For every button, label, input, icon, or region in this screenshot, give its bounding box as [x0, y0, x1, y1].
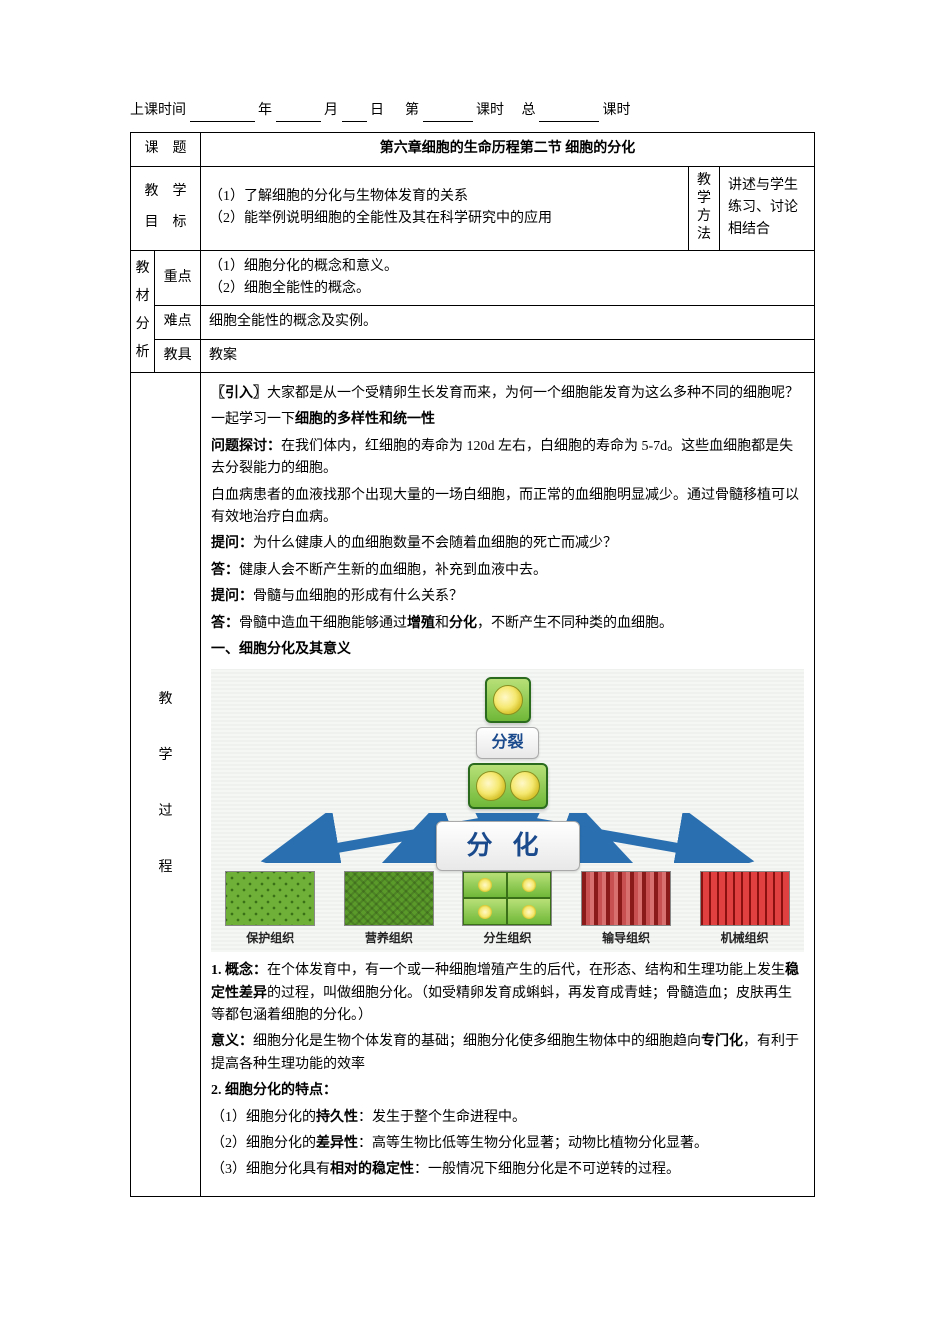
- ml3: 学: [697, 191, 711, 206]
- method-label: 教 学 方 法: [689, 166, 720, 250]
- ml2: 方: [697, 209, 711, 224]
- ans1: 健康人会不断产生新的血细胞，补充到血液中去。: [239, 563, 547, 578]
- goal-label-1: 教 学: [145, 184, 187, 199]
- tool-label: 教具: [155, 339, 201, 372]
- label-total-prefix: 总: [522, 103, 536, 118]
- intro-label: 〖引入〗: [211, 386, 267, 401]
- method-content: 讲述与学生练习、讨论相结合: [720, 166, 815, 250]
- label-month: 月: [324, 103, 338, 118]
- tissue-conduct: 输导组织: [571, 871, 681, 948]
- ask1: 为什么健康人的血细胞数量不会随着血细胞的死亡而减少？: [253, 536, 617, 551]
- tissue-label-2: 分生组织: [483, 929, 531, 948]
- feat2-pre: （2）细胞分化的: [211, 1136, 316, 1151]
- material-label: 教材分析: [131, 250, 155, 373]
- feat2-post: ：高等生物比低等生物分化显著；动物比植物分化显著。: [358, 1136, 708, 1151]
- focus-1: （1）细胞分化的概念和意义。: [209, 259, 398, 274]
- concept-1: 在个体发育中，有一个或一种细胞增殖产生的后代，在形态、结构和生理功能上发生: [267, 963, 785, 978]
- concept-label: 1. 概念：: [211, 963, 267, 978]
- tissue-meristem: 分生组织: [452, 871, 562, 948]
- q-text-1: 在我们体内，红细胞的寿命为 120d 左右，白细胞的寿命为 5-7d。这些血细胞…: [211, 439, 793, 476]
- label-period-prefix: 第: [405, 103, 419, 118]
- difficult-label: 难点: [155, 306, 201, 339]
- ml4: 法: [697, 227, 711, 242]
- difficult-content: 细胞全能性的概念及实例。: [201, 306, 815, 339]
- ml1: 教: [697, 173, 711, 188]
- ans2-pre: 骨髓中造血干细胞能够通过: [239, 616, 407, 631]
- tissue-label-4: 机械组织: [721, 929, 769, 948]
- tissue-mech: 机械组织: [690, 871, 800, 948]
- ans2-label: 答：: [211, 616, 239, 631]
- diff-label: 分化: [435, 821, 579, 871]
- ans2-b1: 增殖: [407, 616, 435, 631]
- ans2-mid: 和: [435, 616, 449, 631]
- header-prefix: 上课时间: [130, 103, 186, 118]
- feat2-b: 差异性: [316, 1136, 358, 1151]
- tool-content: 教案: [201, 339, 815, 372]
- label-year: 年: [258, 103, 272, 118]
- meaning-label: 意义：: [211, 1034, 253, 1049]
- ans1-label: 答：: [211, 563, 239, 578]
- concept-2: 的过程，叫做细胞分化。（如受精卵发育成蝌蚪，再发育成青蛙；骨髓造血；皮肤再生等都…: [211, 986, 792, 1023]
- tissue-label-3: 输导组织: [602, 929, 650, 948]
- blank-total: [539, 104, 599, 122]
- process-label: 教学过程: [131, 373, 201, 1197]
- feat3-pre: （3）细胞分化具有: [211, 1162, 330, 1177]
- line2-bold: 细胞的多样性和统一性: [295, 412, 435, 427]
- ans2-b2: 分化: [449, 616, 477, 631]
- tissue-nutrient: 营养组织: [334, 871, 444, 948]
- section-2: 2. 细胞分化的特点：: [211, 1080, 804, 1102]
- meaning-1: 细胞分化是生物个体发育的基础；细胞分化使多细胞生物体中的细胞趋向: [253, 1034, 701, 1049]
- goal-label-2: 目 标: [145, 215, 187, 230]
- differentiation-diagram: 分裂 分化: [211, 669, 804, 952]
- focus-2: （2）细胞全能性的概念。: [209, 281, 370, 296]
- label-period-suffix: 课时: [476, 103, 504, 118]
- tissues-row: 保护组织 营养组织 分生组织 输导组织: [211, 871, 804, 948]
- blank-day: [342, 104, 367, 122]
- ask1-label: 提问：: [211, 536, 253, 551]
- focus-content: （1）细胞分化的概念和意义。 （2）细胞全能性的概念。: [201, 250, 815, 306]
- feat3-b: 相对的稳定性: [330, 1162, 414, 1177]
- feat3-post: ：一般情况下细胞分化是不可逆转的过程。: [414, 1162, 680, 1177]
- goal-line-2: （2）能举例说明细胞的全能性及其在科学研究中的应用: [209, 211, 552, 226]
- ans2-post: ，不断产生不同种类的血细胞。: [477, 616, 673, 631]
- split-label: 分裂: [476, 727, 538, 759]
- feat1-b: 持久性: [316, 1110, 358, 1125]
- tissue-protect: 保护组织: [215, 871, 325, 948]
- q-text-2: 白血病患者的血液找那个出现大量的一场白细胞，而正常的血细胞明显减少。通过骨髓移植…: [211, 485, 804, 530]
- meaning-b: 专门化: [701, 1034, 743, 1049]
- single-cell: [485, 677, 531, 723]
- blank-month: [276, 104, 321, 122]
- feat1-pre: （1）细胞分化的: [211, 1110, 316, 1125]
- q-label: 问题探讨：: [211, 439, 281, 454]
- process-content: 〖引入〗大家都是从一个受精卵生长发育而来，为何一个细胞能发育为这么多种不同的细胞…: [201, 373, 815, 1197]
- blank-period: [423, 104, 473, 122]
- ask2: 骨髓与血细胞的形成有什么关系？: [253, 589, 463, 604]
- line2: 一起学习一下: [211, 412, 295, 427]
- section-1: 一、细胞分化及其意义: [211, 639, 804, 661]
- topic-label: 课 题: [131, 133, 201, 166]
- blank-year: [190, 104, 255, 122]
- intro-text: 大家都是从一个受精卵生长发育而来，为何一个细胞能发育为这么多种不同的细胞呢？: [267, 386, 799, 401]
- ask2-label: 提问：: [211, 589, 253, 604]
- goal-content: （1）了解细胞的分化与生物体发育的关系 （2）能举例说明细胞的全能性及其在科学研…: [201, 166, 689, 250]
- header-line: 上课时间 年 月 日 第 课时 总 课时: [130, 100, 815, 122]
- tissue-label-0: 保护组织: [246, 929, 294, 948]
- label-total-suffix: 课时: [603, 103, 631, 118]
- feat1-post: ：发生于整个生命进程中。: [358, 1110, 526, 1125]
- focus-label: 重点: [155, 250, 201, 306]
- topic-value: 第六章细胞的生命历程第二节 细胞的分化: [201, 133, 815, 166]
- double-cell: [468, 763, 548, 809]
- arrows-row: 分化: [211, 813, 804, 863]
- lesson-plan-table: 课 题 第六章细胞的生命历程第二节 细胞的分化 教 学 目 标 （1）了解细胞的…: [130, 132, 815, 1196]
- goal-label: 教 学 目 标: [131, 166, 201, 250]
- goal-line-1: （1）了解细胞的分化与生物体发育的关系: [209, 189, 468, 204]
- tissue-label-1: 营养组织: [365, 929, 413, 948]
- label-day: 日: [370, 103, 384, 118]
